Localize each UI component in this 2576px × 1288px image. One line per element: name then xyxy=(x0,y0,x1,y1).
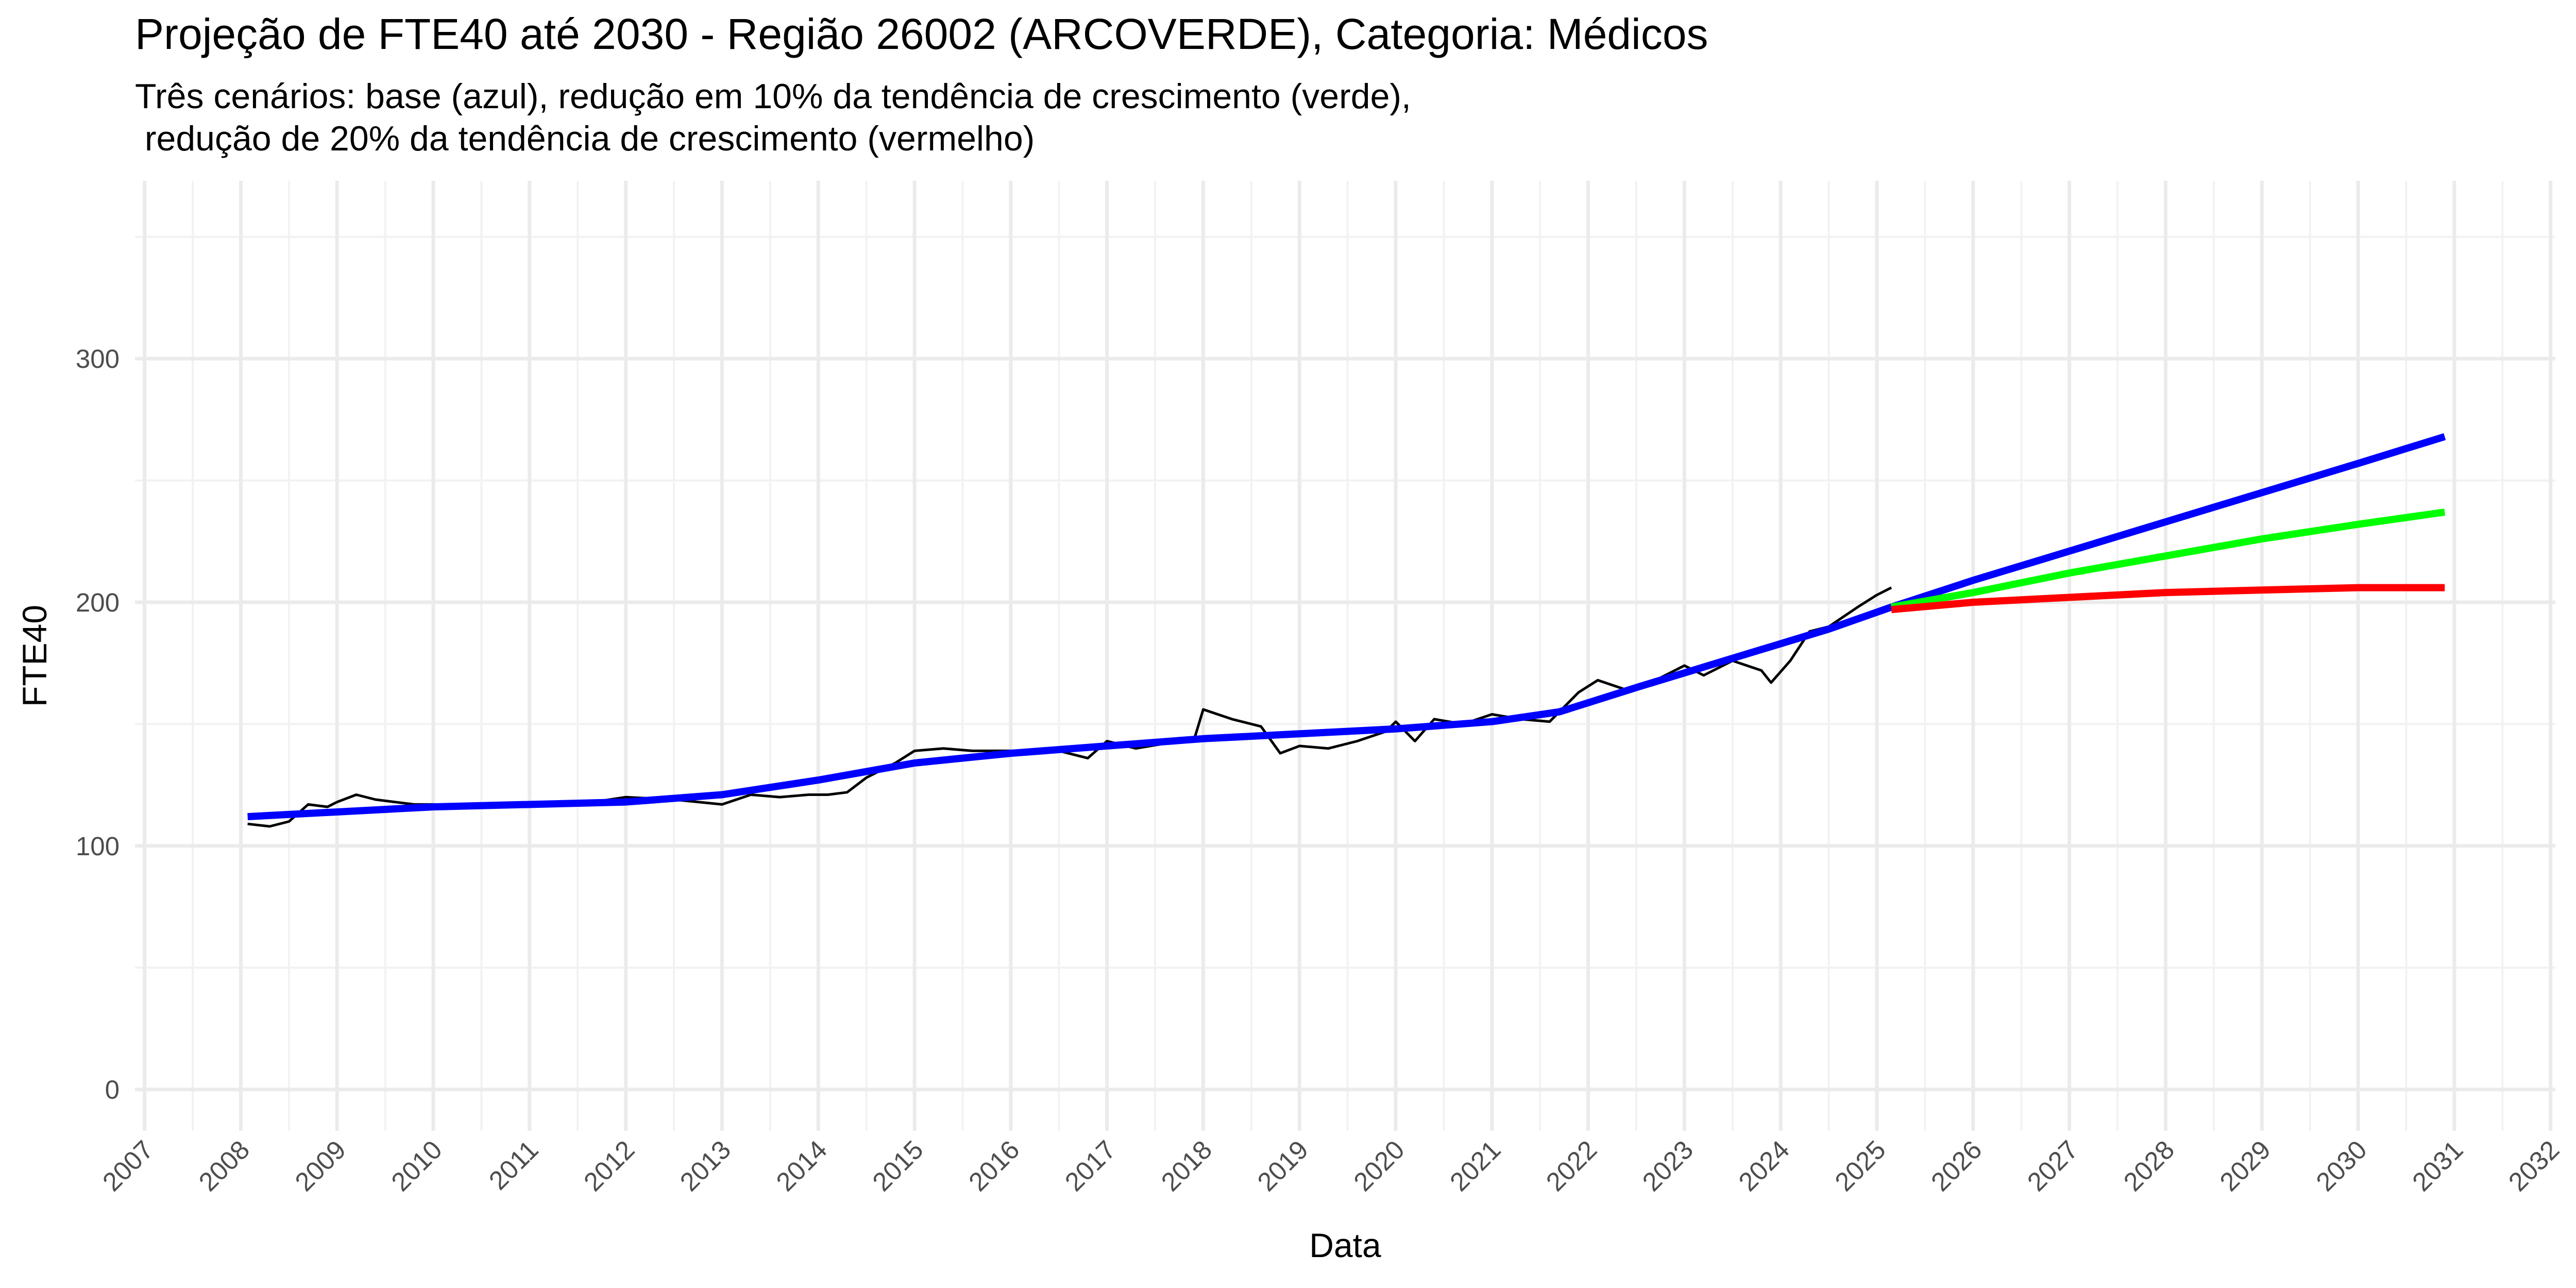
y-tick-label: 0 xyxy=(105,1075,120,1105)
y-tick-label: 300 xyxy=(76,344,120,374)
chart-subtitle: redução de 20% da tendência de crescimen… xyxy=(135,119,1035,158)
grid xyxy=(135,181,2555,1131)
x-axis-title: Data xyxy=(1309,1226,1381,1264)
line-series xyxy=(1890,509,2446,611)
chart-subtitle: Três cenários: base (azul), redução em 1… xyxy=(135,77,1411,116)
line-series xyxy=(1891,584,2445,614)
y-axis-title: FTE40 xyxy=(15,605,54,707)
marks xyxy=(247,433,2446,828)
chart-title: Projeção de FTE40 até 2030 - Região 2600… xyxy=(135,10,1708,58)
y-tick-label: 100 xyxy=(76,832,120,861)
line-series xyxy=(247,433,2446,821)
y-tick-label: 200 xyxy=(76,588,120,617)
